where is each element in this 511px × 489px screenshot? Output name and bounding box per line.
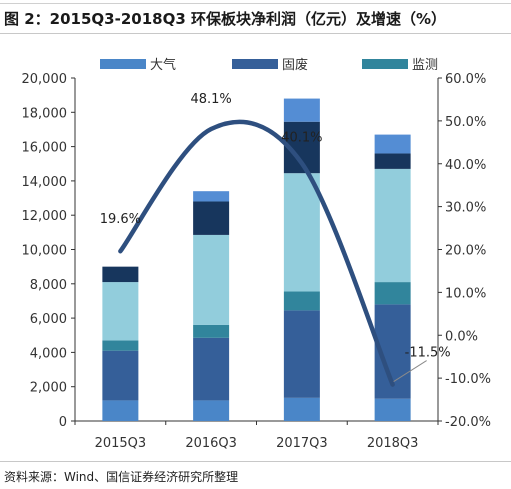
bar-segment: 2015Q3 [102, 350, 139, 401]
right-tick-label: 20.0% [445, 244, 486, 259]
title-divider [0, 33, 511, 34]
data-label: 40.1% [281, 130, 322, 145]
bar-segment: 2018Q3 [374, 134, 411, 154]
right-tick-label: 40.0% [445, 158, 486, 173]
growth-line [118, 119, 395, 387]
right-tick-label: 50.0% [445, 115, 486, 130]
left-tick-label: 2,000 [30, 381, 67, 396]
left-tick-label: 12,000 [22, 209, 68, 224]
bar-segment: 2016Q3 [193, 400, 230, 421]
right-tick-label: 30.0% [445, 201, 486, 216]
legend-swatch [100, 59, 146, 69]
legend-label: 大气 [150, 57, 176, 73]
bar-segment: 2016Q3 [193, 337, 230, 401]
x-tick-label: 2015Q3 [95, 436, 147, 451]
right-tick-label: 0.0% [445, 329, 478, 344]
right-tick-label: -20.0% [445, 415, 491, 430]
title-top-divider [0, 3, 511, 4]
bar-segment: 2018Q3 [374, 153, 411, 169]
legend-swatch [362, 59, 408, 69]
left-tick-label: 8,000 [30, 278, 67, 293]
bar-segment: 2015Q3 [102, 266, 139, 283]
x-tick-label: 2016Q3 [185, 436, 237, 451]
left-tick-label: 20,000 [22, 72, 68, 87]
left-tick-label: 4,000 [30, 346, 67, 361]
left-tick-label: 14,000 [22, 175, 68, 190]
right-tick-label: -10.0% [445, 372, 491, 387]
right-tick-label: 10.0% [445, 286, 486, 301]
source-divider [0, 461, 511, 462]
right-tick-label: 60.0% [445, 72, 486, 87]
data-label: 19.6% [100, 212, 141, 227]
chart-plot: 0 2,000 4,000 6,000 8,000 10,000 12,000 14,000 1… [22, 57, 492, 451]
bar-segment: 2017Q3 [283, 98, 320, 122]
source-note: 资料来源：Wind、国信证券经济研究所整理 [4, 470, 239, 484]
legend-swatch [232, 59, 278, 69]
legend-label: 固废 [282, 57, 308, 73]
bar-segment: 2018Q3 [374, 168, 411, 283]
x-tick-label: 2018Q3 [367, 436, 419, 451]
left-tick-label: 16,000 [22, 141, 68, 156]
left-tick-label: 10,000 [22, 244, 68, 259]
bar-segment: 2018Q3 [374, 398, 411, 421]
left-tick-label: 0 [59, 415, 67, 430]
bar-segment: 2018Q3 [374, 282, 411, 305]
bar-segment: 2017Q3 [283, 310, 320, 398]
bar-segment: 2015Q3 [102, 340, 139, 351]
bar-segment: 2017Q3 [283, 397, 320, 421]
bar-segment: 2017Q3 [283, 291, 320, 311]
bar-segment: 2016Q3 [193, 201, 230, 235]
bar-segment: 2016Q3 [193, 324, 230, 338]
bar-segment: 2015Q3 [102, 400, 139, 421]
bar-segment: 2017Q3 [283, 173, 320, 292]
left-tick-label: 18,000 [22, 106, 68, 121]
left-tick-label: 6,000 [30, 312, 67, 327]
bar-segment: 2016Q3 [193, 234, 230, 325]
legend-label: 监测 [412, 58, 438, 73]
x-tick-label: 2017Q3 [276, 436, 328, 451]
data-label-leader [393, 360, 427, 382]
bar-segment: 2015Q3 [102, 282, 139, 341]
data-label: -11.5% [405, 346, 451, 361]
data-label: 48.1% [190, 92, 231, 107]
bar-segment: 2016Q3 [193, 191, 230, 202]
chart-title: 图 2：2015Q3-2018Q3 环保板块净利润（亿元）及增速（%） [4, 10, 447, 28]
